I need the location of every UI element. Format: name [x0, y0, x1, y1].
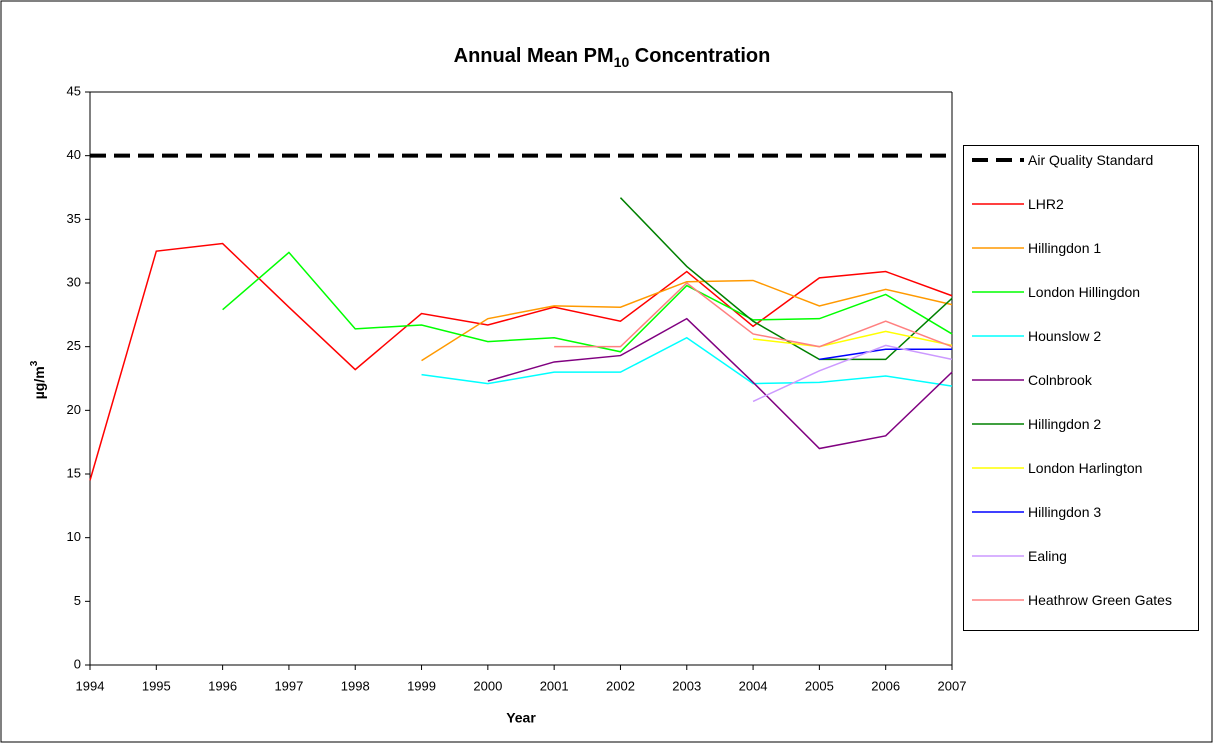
legend-swatch-box [972, 158, 1024, 162]
legend-label: Ealing [1028, 548, 1067, 564]
x-tick-label: 1997 [274, 678, 303, 693]
x-axis-label: Year [506, 710, 536, 726]
y-label-main: µg/m [31, 366, 47, 399]
y-axis-label: µg/m3 [29, 360, 47, 399]
legend-label: Hillingdon 3 [1028, 504, 1102, 520]
x-tick-label: 1994 [76, 678, 105, 693]
series-line [819, 348, 952, 361]
series-line [421, 279, 953, 362]
title-main: Annual Mean PM [454, 45, 614, 67]
legend-label: Air Quality Standard [1028, 152, 1154, 168]
legend-swatch-box [972, 511, 1024, 513]
legend-label: Colnbrook [1028, 372, 1092, 388]
legend-label: LHR2 [1028, 196, 1064, 212]
series-line [752, 330, 953, 348]
y-tick-label: 10 [67, 529, 81, 544]
title-end: Concentration [629, 45, 770, 67]
title-sub: 10 [614, 54, 630, 70]
series-line [222, 251, 953, 353]
x-tick-label: 1999 [407, 678, 436, 693]
legend-item: Colnbrook [970, 368, 1198, 408]
chart-title: Annual Mean PM10 Concentration [454, 45, 771, 69]
y-tick-label: 45 [67, 83, 81, 98]
legend-swatch-box [972, 423, 1024, 425]
legend-swatch-box [972, 291, 1024, 293]
x-tick-label: 2007 [938, 678, 967, 693]
series-line [487, 317, 953, 450]
legend-item: Ealing [970, 544, 1198, 584]
legend-label: Hillingdon 1 [1028, 240, 1102, 256]
legend-swatch-box [972, 467, 1024, 469]
legend-item: Heathrow Green Gates [970, 588, 1198, 628]
x-tick-label: 2001 [540, 678, 569, 693]
x-tick-label: 2004 [739, 678, 768, 693]
x-tick-label: 2003 [672, 678, 701, 693]
series-line [752, 344, 953, 403]
x-tick-label: 1995 [142, 678, 171, 693]
legend-label: Hounslow 2 [1028, 328, 1102, 344]
legend-item: Air Quality Standard [970, 148, 1198, 188]
legend-item: Hounslow 2 [970, 324, 1198, 364]
series-line [89, 242, 953, 481]
y-tick-label: 25 [67, 338, 81, 353]
legend-label: Heathrow Green Gates [1028, 592, 1172, 608]
legend-item: Hillingdon 3 [970, 500, 1198, 540]
x-tick-label: 2006 [871, 678, 900, 693]
legend-item: London Harlington [970, 456, 1198, 496]
legend-item: LHR2 [970, 192, 1198, 232]
legend-swatch-box [972, 203, 1024, 205]
y-tick-label: 20 [67, 402, 81, 417]
y-label-sup: 3 [29, 360, 40, 366]
legend-swatch-box [972, 335, 1024, 337]
legend-label: London Harlington [1028, 460, 1143, 476]
y-tick-label: 5 [74, 593, 81, 608]
x-tick-label: 2000 [473, 678, 502, 693]
legend-swatch-box [972, 247, 1024, 249]
y-tick-label: 15 [67, 465, 81, 480]
y-tick-label: 35 [67, 211, 81, 226]
legend-label: Hillingdon 2 [1028, 416, 1102, 432]
x-tick-label: 1996 [208, 678, 237, 693]
x-tick-label: 2002 [606, 678, 635, 693]
series-line [554, 282, 953, 348]
legend-swatch-box [972, 379, 1024, 381]
series-line [421, 336, 953, 387]
y-tick-label: 30 [67, 274, 81, 289]
x-tick-label: 2005 [805, 678, 834, 693]
legend-item: Hillingdon 2 [970, 412, 1198, 452]
legend-swatch-box [972, 555, 1024, 557]
legend-item: Hillingdon 1 [970, 236, 1198, 276]
x-tick-label: 1998 [341, 678, 370, 693]
y-tick-label: 40 [67, 147, 81, 162]
y-tick-label: 0 [74, 656, 81, 671]
legend-swatch-box [972, 599, 1024, 601]
legend-label: London Hillingdon [1028, 284, 1141, 300]
legend-item: London Hillingdon [970, 280, 1198, 320]
legend: Air Quality Standard LHR2 Hillingdon 1 Lond… [963, 145, 1199, 631]
